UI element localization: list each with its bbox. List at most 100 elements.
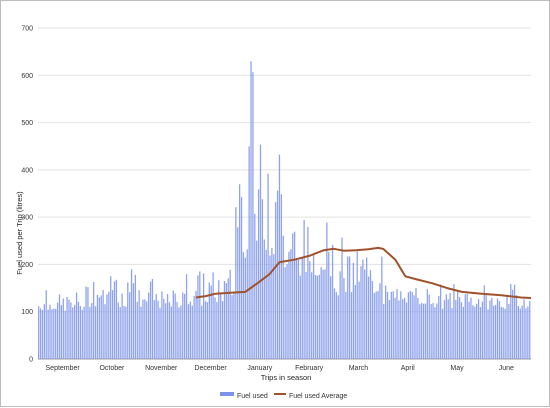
y-tick-label: 100 xyxy=(21,309,33,316)
bar xyxy=(142,299,144,359)
bar xyxy=(360,266,362,359)
bar xyxy=(250,61,252,359)
bar xyxy=(426,289,429,359)
bar xyxy=(136,301,138,359)
bar xyxy=(271,247,273,359)
bar xyxy=(487,309,489,359)
x-tick-label: March xyxy=(349,365,369,372)
bar xyxy=(504,308,506,359)
bar xyxy=(341,237,343,359)
bar xyxy=(350,292,353,359)
bar xyxy=(85,286,87,359)
bar xyxy=(146,301,148,359)
bar xyxy=(221,301,224,359)
bar xyxy=(96,294,99,359)
bar xyxy=(238,184,241,359)
bar xyxy=(293,231,296,359)
bar xyxy=(68,299,70,359)
bar xyxy=(455,299,457,359)
x-tick-label: November xyxy=(145,365,178,372)
bar xyxy=(100,295,102,359)
bar xyxy=(55,308,57,359)
legend-label-fuel-used-average: Fuel used Average xyxy=(289,393,347,400)
bar xyxy=(493,305,495,359)
bar xyxy=(191,305,193,359)
bar xyxy=(180,305,182,359)
bar xyxy=(322,269,324,359)
bar xyxy=(307,226,309,359)
bar xyxy=(157,300,159,359)
bar xyxy=(58,294,61,359)
bar xyxy=(438,295,440,359)
bar xyxy=(356,251,358,359)
bar xyxy=(47,309,49,359)
bar xyxy=(276,190,279,359)
bar xyxy=(132,283,135,359)
bar xyxy=(527,306,529,359)
x-axis-title: Trips in season xyxy=(261,373,312,382)
bar xyxy=(381,256,383,359)
bar xyxy=(70,302,72,359)
bar xyxy=(195,290,197,359)
bar xyxy=(489,300,491,359)
bar xyxy=(485,295,487,359)
bar xyxy=(400,291,402,359)
bar xyxy=(472,305,474,359)
bar xyxy=(256,240,258,359)
bar xyxy=(335,292,337,359)
bar xyxy=(458,297,461,359)
bar xyxy=(295,257,298,359)
x-tick-label: April xyxy=(401,365,415,372)
bar xyxy=(373,293,375,359)
bar xyxy=(362,259,364,359)
bar xyxy=(53,308,55,359)
bar xyxy=(223,280,226,359)
bar xyxy=(383,303,385,359)
bar xyxy=(113,281,116,359)
bar xyxy=(151,279,154,359)
x-tick-label: January xyxy=(247,365,272,372)
bar xyxy=(227,278,229,359)
bar xyxy=(515,295,518,359)
bar xyxy=(385,285,387,359)
bar xyxy=(212,272,214,359)
bar xyxy=(451,308,453,359)
bar xyxy=(43,304,45,359)
bar xyxy=(523,299,525,359)
bar xyxy=(98,297,100,359)
bar xyxy=(460,302,463,359)
bar xyxy=(41,309,44,359)
bar xyxy=(506,294,508,359)
bar xyxy=(364,269,366,359)
bar xyxy=(398,300,400,359)
bar xyxy=(512,289,514,359)
bar xyxy=(424,303,427,359)
bar xyxy=(111,290,114,359)
bar xyxy=(403,297,406,359)
bar xyxy=(66,296,68,359)
bar xyxy=(441,308,444,359)
bar xyxy=(280,194,283,359)
bar xyxy=(129,292,131,359)
bar xyxy=(369,270,372,359)
bar xyxy=(462,306,465,359)
bar xyxy=(470,297,472,359)
bar xyxy=(79,306,82,359)
bar xyxy=(77,301,80,359)
bar xyxy=(339,271,341,359)
bar xyxy=(216,301,218,359)
bar xyxy=(502,307,504,359)
bar xyxy=(108,291,110,359)
bar xyxy=(115,279,118,359)
bar xyxy=(178,307,180,359)
bar xyxy=(284,267,286,359)
bar xyxy=(45,290,47,359)
y-tick-label: 300 xyxy=(21,215,33,222)
bar xyxy=(494,304,497,359)
bar xyxy=(311,272,313,359)
bar xyxy=(267,173,269,359)
y-tick-label: 600 xyxy=(21,73,33,80)
x-tick-label: December xyxy=(194,365,227,372)
bar xyxy=(208,282,210,359)
bar xyxy=(286,264,288,359)
